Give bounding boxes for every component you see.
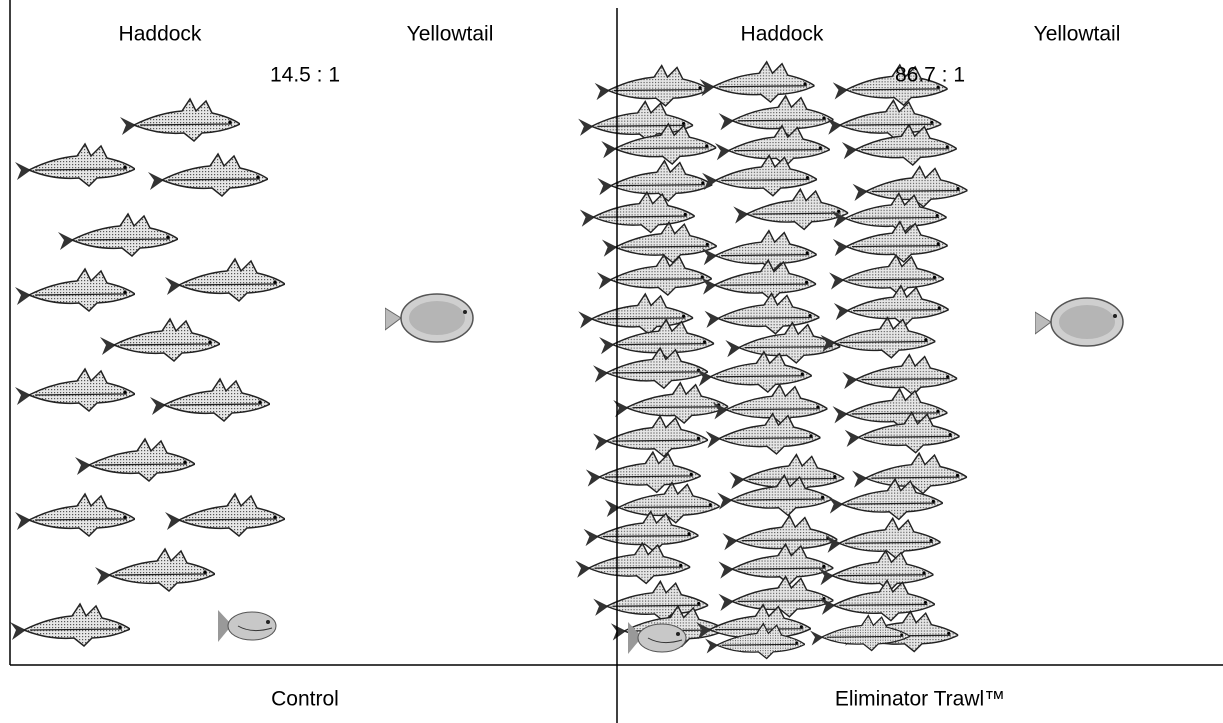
haddock-icon xyxy=(95,549,215,591)
haddock-icon xyxy=(602,222,717,262)
species-label: Yellowtail xyxy=(1034,23,1121,46)
haddock-icon xyxy=(733,189,848,229)
haddock-icon xyxy=(58,214,178,256)
haddock-icon xyxy=(148,154,268,196)
haddock-icon xyxy=(819,551,934,591)
haddock-icon xyxy=(706,414,821,454)
haddock-icon xyxy=(10,604,130,646)
panel-caption: Eliminator Trawl™ xyxy=(835,688,1005,711)
haddock-icon xyxy=(595,66,710,106)
fish-icon xyxy=(218,610,276,642)
species-label: Haddock xyxy=(741,23,824,46)
haddock-icon xyxy=(75,439,195,481)
haddock-icon xyxy=(150,379,270,421)
haddock-icon xyxy=(701,260,816,300)
haddock-icon xyxy=(15,494,135,536)
yellowtail-icon xyxy=(1035,298,1123,346)
haddock-icon xyxy=(718,544,833,584)
haddock-icon xyxy=(702,231,817,271)
haddock-icon xyxy=(826,518,941,558)
haddock-icon xyxy=(705,293,820,333)
haddock-icon xyxy=(120,99,240,141)
haddock-icon xyxy=(15,369,135,411)
haddock-icon xyxy=(15,144,135,186)
haddock-icon xyxy=(833,222,948,262)
panel-caption: Control xyxy=(271,688,339,711)
haddock-icon xyxy=(820,580,935,620)
haddock-icon xyxy=(15,269,135,311)
haddock-icon xyxy=(593,416,708,456)
fish-illustrations xyxy=(10,62,1123,659)
haddock-icon xyxy=(820,318,935,358)
haddock-icon xyxy=(722,516,837,556)
ratio-label: 14.5 : 1 xyxy=(270,64,340,87)
haddock-icon xyxy=(725,323,840,363)
haddock-icon xyxy=(715,126,830,166)
haddock-icon xyxy=(834,286,949,326)
haddock-icon xyxy=(586,452,701,492)
slide: Haddock Yellowtail 14.5 : 1 Control Hadd… xyxy=(0,0,1223,723)
species-label: Yellowtail xyxy=(407,23,494,46)
haddock-icon xyxy=(100,319,220,361)
haddock-icon xyxy=(165,259,285,301)
species-label: Haddock xyxy=(119,23,202,46)
haddock-icon xyxy=(810,616,910,651)
haddock-icon xyxy=(719,96,834,136)
haddock-icon xyxy=(613,383,728,423)
haddock-icon xyxy=(597,255,712,295)
ratio-label: 86.7 : 1 xyxy=(895,64,965,87)
haddock-icon xyxy=(593,348,708,388)
haddock-icon xyxy=(829,255,944,295)
haddock-icon xyxy=(580,192,695,232)
haddock-icon xyxy=(597,161,712,201)
haddock-icon xyxy=(165,494,285,536)
haddock-icon xyxy=(575,543,690,583)
yellowtail-icon xyxy=(385,294,473,342)
haddock-icon xyxy=(700,62,815,102)
